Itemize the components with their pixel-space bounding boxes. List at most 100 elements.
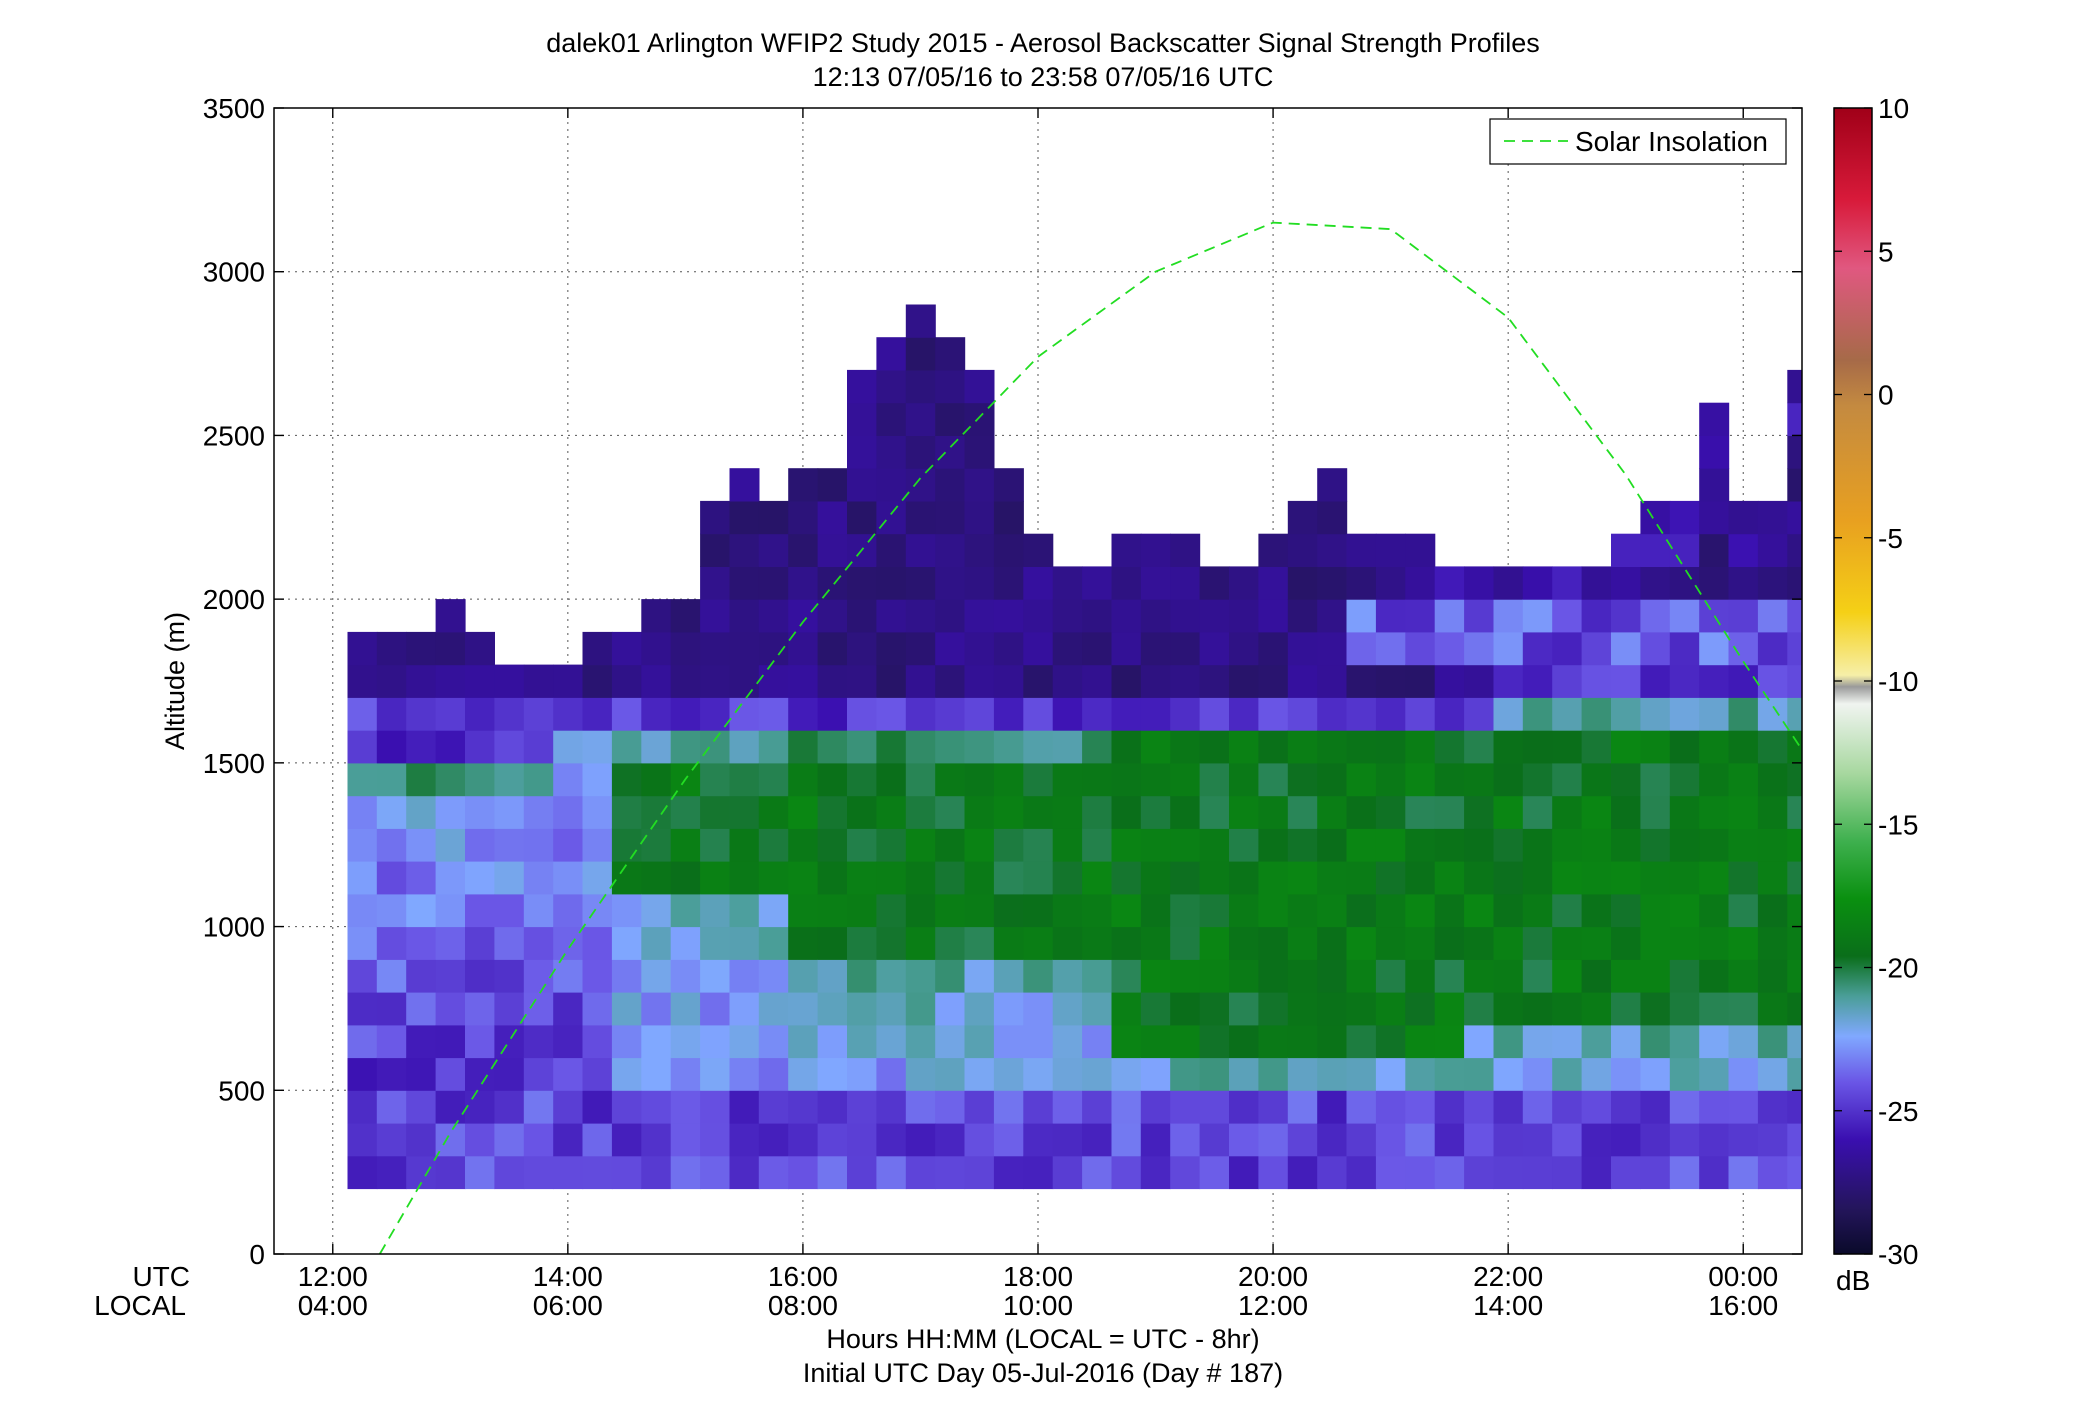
heatmap-cell xyxy=(611,631,642,666)
heatmap-cell xyxy=(2022,305,2052,338)
heatmap-cell xyxy=(1405,1155,1436,1190)
heatmap-cell xyxy=(1728,1155,1759,1190)
heatmap-cell xyxy=(347,861,378,895)
heatmap-cell xyxy=(935,435,966,469)
heatmap-cell xyxy=(905,500,936,535)
heatmap-cell xyxy=(1229,664,1259,698)
heatmap-cell xyxy=(1611,1090,1641,1124)
colorbar-tick-label: -10 xyxy=(1878,666,1918,697)
heatmap-cell xyxy=(935,1057,966,1091)
heatmap-cell xyxy=(1287,599,1318,633)
heatmap-cell xyxy=(1023,599,1054,633)
heatmap-cell xyxy=(1934,1058,1964,1091)
heatmap-cell xyxy=(1787,369,1802,404)
heatmap-cell xyxy=(876,566,907,600)
heatmap-cell xyxy=(494,1090,525,1124)
heatmap-cell xyxy=(847,730,877,764)
heatmap-cell xyxy=(876,369,907,404)
heatmap-cell xyxy=(905,1024,936,1059)
heatmap-cell xyxy=(2052,566,2082,599)
heatmap-cell xyxy=(582,1155,613,1190)
x-axis-label: Hours HH:MM (LOCAL = UTC - 8hr) xyxy=(826,1324,1259,1354)
heatmap-cell xyxy=(964,1057,995,1091)
heatmap-cell xyxy=(1317,566,1348,600)
heatmap-cell xyxy=(1552,828,1583,862)
heatmap-cell xyxy=(2052,959,2082,992)
heatmap-cell xyxy=(729,1057,760,1091)
heatmap-cell xyxy=(700,1024,731,1059)
heatmap-cell xyxy=(1317,533,1348,567)
heatmap-cell xyxy=(1229,697,1259,731)
heatmap-cell xyxy=(1405,697,1436,731)
heatmap-cell xyxy=(1052,992,1083,1026)
heatmap-cell xyxy=(2081,796,2098,829)
heatmap-cell xyxy=(2022,697,2052,730)
heatmap-cell xyxy=(1581,992,1612,1026)
heatmap-cell xyxy=(1640,1123,1671,1157)
heatmap-cell xyxy=(1405,1123,1436,1157)
heatmap-cell xyxy=(964,369,995,404)
heatmap-cell xyxy=(700,730,731,764)
heatmap-cell xyxy=(2081,763,2098,796)
heatmap-cell xyxy=(1699,533,1730,567)
heatmap-cell xyxy=(876,893,907,928)
heatmap-cell xyxy=(1287,631,1318,666)
y-tick-label: 1500 xyxy=(203,748,265,779)
heatmap-cell xyxy=(2022,370,2052,403)
colorbar-tick-label: -20 xyxy=(1878,953,1918,984)
heatmap-cell xyxy=(1964,566,1994,599)
heatmap-cell xyxy=(1434,697,1465,731)
heatmap-cell xyxy=(1581,1057,1612,1091)
heatmap-cell xyxy=(2022,435,2052,468)
heatmap-cell xyxy=(993,730,1024,764)
heatmap-cell xyxy=(1258,828,1289,862)
heatmap-cell xyxy=(2052,174,2082,207)
heatmap-cell xyxy=(1434,992,1465,1026)
heatmap-cell xyxy=(1699,1155,1730,1190)
heatmap-cell xyxy=(700,1155,731,1190)
heatmap-cell xyxy=(876,1123,907,1157)
heatmap-cell xyxy=(935,468,966,502)
heatmap-cell xyxy=(1581,1123,1612,1157)
heatmap-cell xyxy=(435,1155,466,1190)
heatmap-cell xyxy=(1199,1123,1230,1157)
heatmap-cell xyxy=(1993,894,2023,927)
heatmap-cell xyxy=(1287,992,1318,1026)
heatmap-cell xyxy=(2022,337,2052,370)
heatmap-cell xyxy=(582,1123,613,1157)
heatmap-cell xyxy=(964,533,995,567)
heatmap-cell xyxy=(1964,828,1994,861)
heatmap-cell xyxy=(582,730,613,764)
heatmap-cell xyxy=(1317,861,1348,895)
heatmap-cell xyxy=(905,369,936,404)
heatmap-cell xyxy=(1287,1057,1318,1091)
heatmap-cell xyxy=(2022,796,2052,829)
heatmap-cell xyxy=(1199,959,1230,993)
heatmap-cell xyxy=(700,1057,731,1091)
heatmap-cell xyxy=(993,762,1024,797)
heatmap-cell xyxy=(2052,108,2082,141)
heatmap-cell xyxy=(465,1155,495,1190)
heatmap-cell xyxy=(1052,1123,1083,1157)
heatmap-cell xyxy=(641,697,672,731)
heatmap-cell xyxy=(1787,533,1802,567)
heatmap-cell xyxy=(1787,435,1802,469)
heatmap-cell xyxy=(905,402,936,436)
heatmap-cell xyxy=(1993,337,2023,370)
heatmap-cell xyxy=(1993,468,2023,501)
heatmap-cell xyxy=(1317,631,1348,666)
heatmap-cell xyxy=(964,861,995,895)
heatmap-cell xyxy=(964,1024,995,1059)
heatmap-cell xyxy=(1082,599,1113,633)
heatmap-cell xyxy=(1317,762,1348,797)
heatmap-cell xyxy=(1522,893,1553,928)
heatmap-cell xyxy=(788,500,819,535)
heatmap-cell xyxy=(582,828,613,862)
heatmap-cell xyxy=(1757,566,1788,600)
heatmap-cell xyxy=(2022,632,2052,665)
heatmap-cell xyxy=(1522,795,1553,829)
heatmap-cell xyxy=(1111,861,1142,895)
heatmap-cell xyxy=(1493,861,1524,895)
heatmap-cell xyxy=(905,533,936,567)
heatmap-cell xyxy=(1669,795,1700,829)
